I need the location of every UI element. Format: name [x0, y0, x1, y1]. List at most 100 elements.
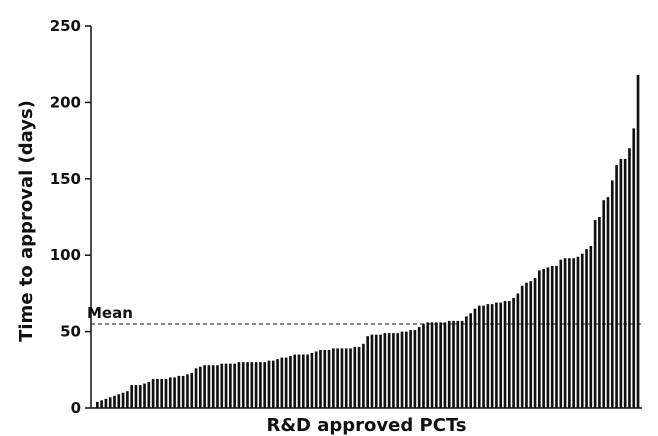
bar — [486, 304, 490, 408]
bar — [576, 256, 580, 408]
bar — [529, 281, 533, 408]
bar — [297, 354, 301, 408]
bar — [143, 383, 146, 408]
bar — [220, 363, 224, 408]
bar — [542, 268, 545, 408]
bar — [507, 301, 511, 408]
bar — [525, 282, 528, 408]
bar — [503, 301, 507, 408]
bar — [306, 354, 309, 408]
bar — [628, 148, 631, 409]
bar — [289, 356, 292, 408]
y-tick-label: 250 — [50, 17, 81, 35]
bar — [224, 363, 228, 408]
bar — [520, 285, 524, 408]
bar — [615, 165, 618, 408]
bar — [533, 278, 537, 408]
bar — [610, 180, 614, 408]
bar — [301, 354, 305, 408]
bar — [319, 349, 322, 408]
bar — [379, 334, 382, 408]
bar — [482, 305, 485, 408]
bar — [160, 378, 164, 408]
bar — [138, 385, 142, 408]
bar — [349, 348, 352, 408]
bar — [130, 385, 133, 408]
bar — [392, 333, 395, 408]
bar — [181, 375, 185, 408]
bar — [495, 302, 498, 408]
bar — [216, 365, 219, 408]
y-tick-label: 150 — [50, 170, 81, 188]
bar — [357, 346, 361, 408]
bar — [344, 348, 348, 408]
bar — [430, 322, 434, 408]
bar — [598, 217, 601, 408]
bar — [203, 365, 206, 408]
bar — [336, 348, 339, 408]
bar — [370, 334, 374, 408]
y-tick-label: 50 — [60, 323, 81, 341]
bar — [516, 293, 520, 408]
bar — [469, 313, 473, 408]
bar — [538, 270, 541, 408]
y-axis-label: Time to approval (days) — [16, 100, 37, 342]
bar — [460, 320, 464, 408]
bar — [417, 327, 421, 408]
bar — [589, 246, 593, 408]
bar — [280, 357, 284, 408]
bar — [267, 360, 271, 408]
bar — [623, 158, 627, 408]
bar — [168, 377, 172, 408]
bar — [362, 343, 365, 408]
bar — [568, 258, 571, 408]
bar — [156, 378, 159, 408]
bar — [606, 197, 610, 408]
bar — [550, 265, 554, 408]
bar — [452, 320, 455, 408]
bar — [186, 374, 189, 408]
bar — [310, 352, 314, 408]
bar — [241, 362, 245, 408]
bar — [254, 362, 258, 408]
bar — [293, 354, 297, 408]
bar — [284, 357, 288, 408]
bar — [387, 333, 391, 408]
bar — [259, 362, 262, 408]
bar — [555, 265, 558, 408]
bar — [233, 363, 236, 408]
bar — [422, 323, 425, 408]
bar — [126, 391, 129, 408]
bar — [404, 331, 408, 408]
bar — [490, 304, 494, 408]
bar — [443, 322, 447, 408]
bar — [580, 253, 584, 408]
bar — [413, 330, 417, 408]
bars — [96, 74, 640, 409]
bar — [250, 362, 254, 408]
bar — [173, 377, 176, 408]
bar — [619, 158, 623, 408]
bar — [134, 385, 138, 408]
bar — [585, 249, 588, 408]
bar — [563, 258, 567, 408]
bar — [383, 333, 387, 408]
bar — [340, 348, 344, 408]
bar — [499, 302, 503, 408]
bar — [113, 395, 116, 408]
bar — [439, 322, 442, 408]
bar — [96, 401, 99, 408]
bar — [104, 398, 108, 408]
bar — [323, 349, 327, 408]
bar — [117, 394, 121, 408]
bar — [100, 400, 103, 408]
bar — [151, 378, 155, 408]
bar — [447, 320, 451, 408]
y-tick-label: 0 — [71, 399, 81, 417]
bar — [366, 336, 370, 408]
bar — [632, 128, 636, 408]
bar — [473, 308, 477, 408]
x-axis-label: R&D approved PCTs — [266, 415, 466, 436]
bar — [177, 375, 181, 408]
